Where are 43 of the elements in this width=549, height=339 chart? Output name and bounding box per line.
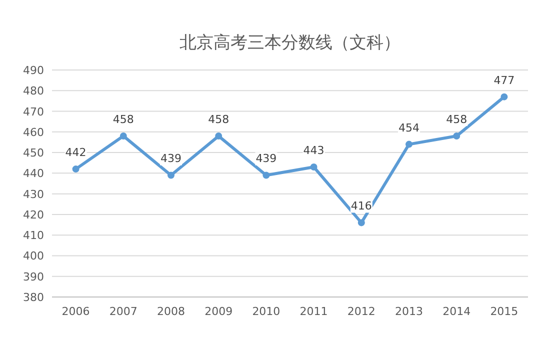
y-tick-label: 430 [23, 188, 44, 201]
y-tick-label: 480 [23, 84, 44, 98]
point [168, 172, 174, 179]
point [453, 132, 460, 140]
y-tick-label: 460 [23, 126, 44, 139]
point [406, 140, 412, 148]
point [358, 219, 365, 226]
x-tick-label: 2006 [62, 305, 90, 318]
x-tick-label: 2010 [252, 305, 280, 318]
y-tick-label: 440 [23, 167, 44, 180]
x-tick-label: 2015 [490, 305, 518, 318]
x-tick-label: 2009 [204, 305, 233, 318]
y-tick-label: 470 [23, 105, 44, 118]
point [72, 166, 80, 173]
x-tick-label: 2013 [395, 305, 423, 318]
y-tick-label: 390 [23, 270, 44, 284]
x-tick-label: 2012 [347, 305, 376, 318]
y-tick-label: 450 [23, 146, 44, 160]
data-label: 454 [398, 121, 420, 134]
data-label: 439 [256, 152, 277, 166]
x-tick-label: 2014 [442, 305, 471, 318]
y-tick-label: 420 [23, 208, 44, 222]
data-label: 442 [65, 146, 86, 160]
y-tick-label: 400 [23, 250, 44, 263]
y-tick-label: 490 [23, 64, 44, 77]
point [215, 132, 222, 140]
point [310, 163, 318, 170]
chart-title: 北京高考三本分数线（文科） [180, 33, 400, 53]
x-tick-label: 2007 [109, 305, 138, 318]
y-tick-label: 380 [23, 291, 44, 304]
data-label: 477 [494, 74, 515, 87]
data-label: 458 [208, 113, 230, 126]
point [500, 93, 508, 100]
data-label: 458 [112, 113, 134, 126]
data-label: 443 [303, 144, 324, 157]
point [262, 172, 270, 179]
x-tick-label: 2011 [300, 305, 328, 318]
data-label: 458 [446, 113, 468, 126]
data-label: 416 [350, 200, 372, 213]
y-tick-label: 410 [23, 229, 44, 242]
data-label: 439 [160, 152, 182, 166]
point [120, 132, 127, 140]
x-tick-label: 2008 [157, 305, 185, 318]
